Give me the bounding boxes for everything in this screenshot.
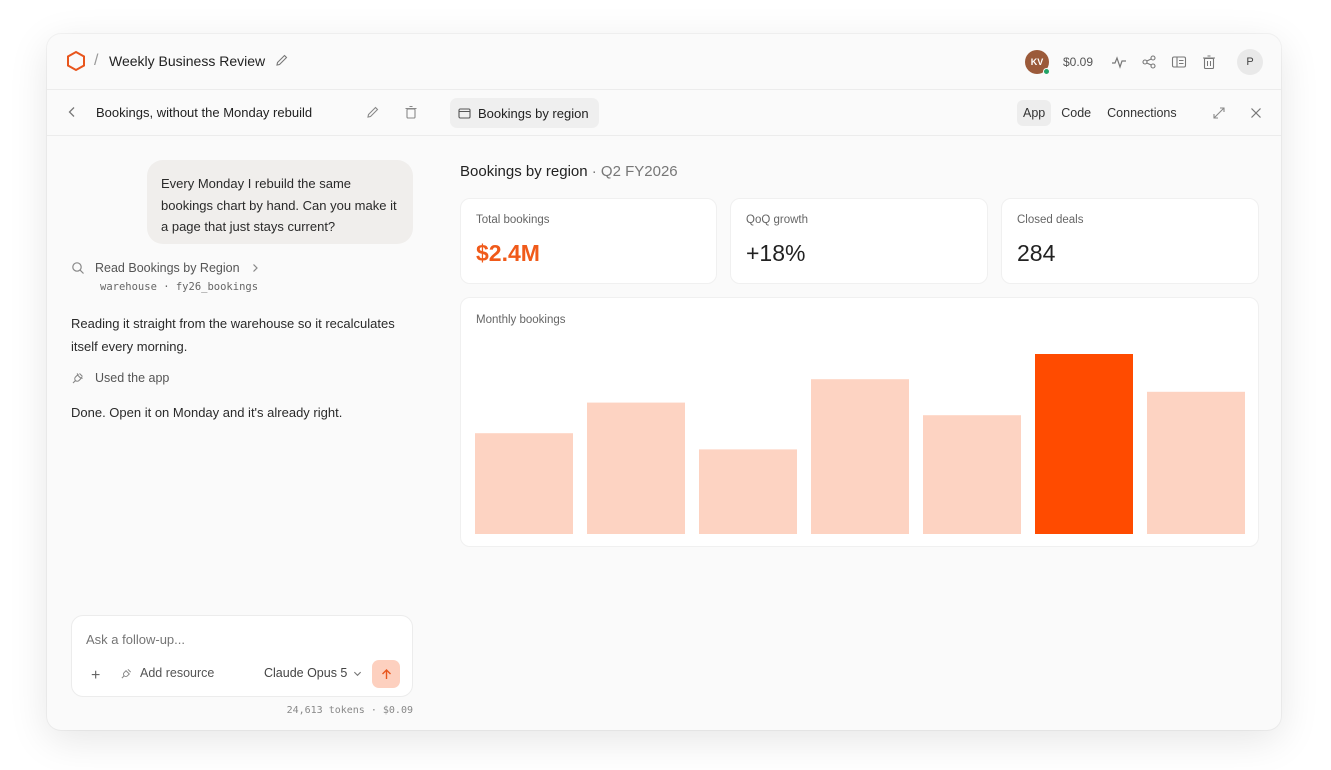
send-button[interactable] xyxy=(372,660,400,688)
arrow-up-icon xyxy=(381,668,391,679)
app-window: / Weekly Business Review KV $0.09 xyxy=(47,34,1281,730)
tab-code[interactable]: Code xyxy=(1061,106,1092,120)
window-icon xyxy=(458,107,471,119)
trash-icon[interactable] xyxy=(404,105,418,119)
follow-up-input[interactable] xyxy=(86,632,386,647)
chart-title: Monthly bookings xyxy=(476,314,566,326)
kpi-value: +18% xyxy=(746,240,806,266)
user-avatar[interactable]: KV xyxy=(1024,50,1050,75)
close-icon[interactable] xyxy=(1249,106,1263,120)
used-app-indicator[interactable]: Used the app xyxy=(71,371,169,385)
app-heading-title: Bookings by region xyxy=(460,163,588,180)
user-message: Every Monday I rebuild the same bookings… xyxy=(147,160,413,244)
add-resource-button[interactable]: Add resource xyxy=(120,666,214,680)
chat-title[interactable]: Bookings, without the Monday rebuild xyxy=(96,105,313,120)
profile-initial: P xyxy=(1246,56,1254,68)
sub-bar: Bookings, without the Monday rebuild Boo… xyxy=(47,90,1281,136)
expand-icon[interactable] xyxy=(1212,106,1226,120)
kpi-value: 284 xyxy=(1017,240,1056,266)
search-icon xyxy=(72,262,84,274)
tool-call[interactable]: Read Bookings by Region warehouse · fy26… xyxy=(71,261,260,293)
tab-app[interactable]: App xyxy=(1017,100,1052,126)
monthly-bookings-chart: Monthly bookings xyxy=(460,297,1259,547)
used-app-label: Used the app xyxy=(95,371,170,385)
header-actions: KV $0.09 xyxy=(1024,48,1263,76)
chevron-left-icon[interactable] xyxy=(65,105,79,119)
kpi-card-closed-deals: Closed deals 284 xyxy=(1001,198,1259,284)
plug-icon xyxy=(72,373,83,384)
plug-icon xyxy=(121,668,132,679)
app-heading: Bookings by region · Q2 FY2026 xyxy=(460,163,678,180)
kpi-card-total-bookings: Total bookings $2.4M xyxy=(460,198,717,284)
chart-bar-4 xyxy=(811,379,909,534)
model-select[interactable]: Claude Opus 5 xyxy=(264,666,362,680)
chevron-right-icon xyxy=(252,264,258,272)
assistant-message: Reading it straight from the warehouse s… xyxy=(71,316,395,354)
add-attachment-button[interactable]: + xyxy=(91,667,101,684)
tool-call-label: Read Bookings by Region xyxy=(95,261,240,275)
chart-bar-3 xyxy=(699,449,797,534)
top-bar: / Weekly Business Review KV $0.09 xyxy=(47,34,1281,90)
session-cost: $0.09 xyxy=(1062,55,1093,69)
chart-bar-1 xyxy=(475,433,573,534)
kpi-value: $2.4M xyxy=(476,240,540,266)
kpi-label: Total bookings xyxy=(476,214,550,226)
token-usage: 24,613 tokens · $0.09 xyxy=(286,705,413,716)
artifact-tab-label: Bookings by region xyxy=(478,105,589,121)
composer: + Add resource Claude Opus 5 xyxy=(71,615,413,697)
user-initials: KV xyxy=(1030,57,1044,67)
chevron-down-icon xyxy=(354,671,362,676)
assistant-message: Done. Open it on Monday and it's already… xyxy=(71,405,343,420)
breadcrumb-separator: / xyxy=(94,52,99,69)
kpi-label: QoQ growth xyxy=(746,214,808,226)
trash-icon[interactable] xyxy=(1201,54,1217,70)
share-icon[interactable] xyxy=(1141,54,1157,70)
chart-bar-5 xyxy=(923,415,1021,534)
activity-icon[interactable] xyxy=(1111,54,1127,70)
page-title[interactable]: Weekly Business Review xyxy=(109,53,266,69)
profile-avatar[interactable]: P xyxy=(1237,49,1263,75)
app-logo-icon[interactable] xyxy=(65,50,87,72)
model-name: Claude Opus 5 xyxy=(264,666,348,680)
kpi-label: Closed deals xyxy=(1017,214,1084,226)
tool-call-detail: warehouse · fy26_bookings xyxy=(100,281,259,293)
pencil-icon[interactable] xyxy=(275,53,289,67)
kpi-card-qoq-growth: QoQ growth +18% xyxy=(730,198,988,284)
app-heading-period: · Q2 FY2026 xyxy=(587,163,678,180)
pencil-icon[interactable] xyxy=(366,105,380,119)
online-status-dot xyxy=(1042,68,1050,75)
artifact-tab[interactable]: Bookings by region xyxy=(450,98,599,128)
chart-bar-7 xyxy=(1147,391,1245,534)
add-resource-label: Add resource xyxy=(140,666,215,680)
chart-bar-6 xyxy=(1035,354,1133,534)
chart-bar-2 xyxy=(587,402,685,534)
tab-connections[interactable]: Connections xyxy=(1107,106,1177,120)
dashboard-icon[interactable] xyxy=(1171,54,1187,70)
view-tabs: App Code Connections xyxy=(1017,98,1183,128)
bar-chart xyxy=(475,354,1245,534)
